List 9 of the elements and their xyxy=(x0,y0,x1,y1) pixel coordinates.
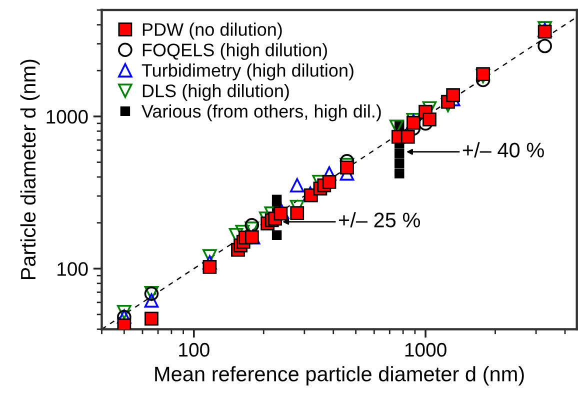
annotation: +/– 25 % xyxy=(338,212,420,228)
legend-label: DLS (high dilution) xyxy=(142,84,289,101)
annotation: +/– 40 % xyxy=(462,142,544,158)
legend-label: FOQELS (high dilution) xyxy=(142,43,327,60)
legend-label: PDW (no dilution) xyxy=(142,22,282,40)
x-axis-title: Mean reference particle diameter d (nm) xyxy=(155,366,524,386)
legend-label: Various (from others, high dil.) xyxy=(142,104,381,122)
y-axis-title: Particle diameter d (nm) xyxy=(20,60,40,280)
legend-label: Turbidimetry (high dilution) xyxy=(142,64,354,80)
